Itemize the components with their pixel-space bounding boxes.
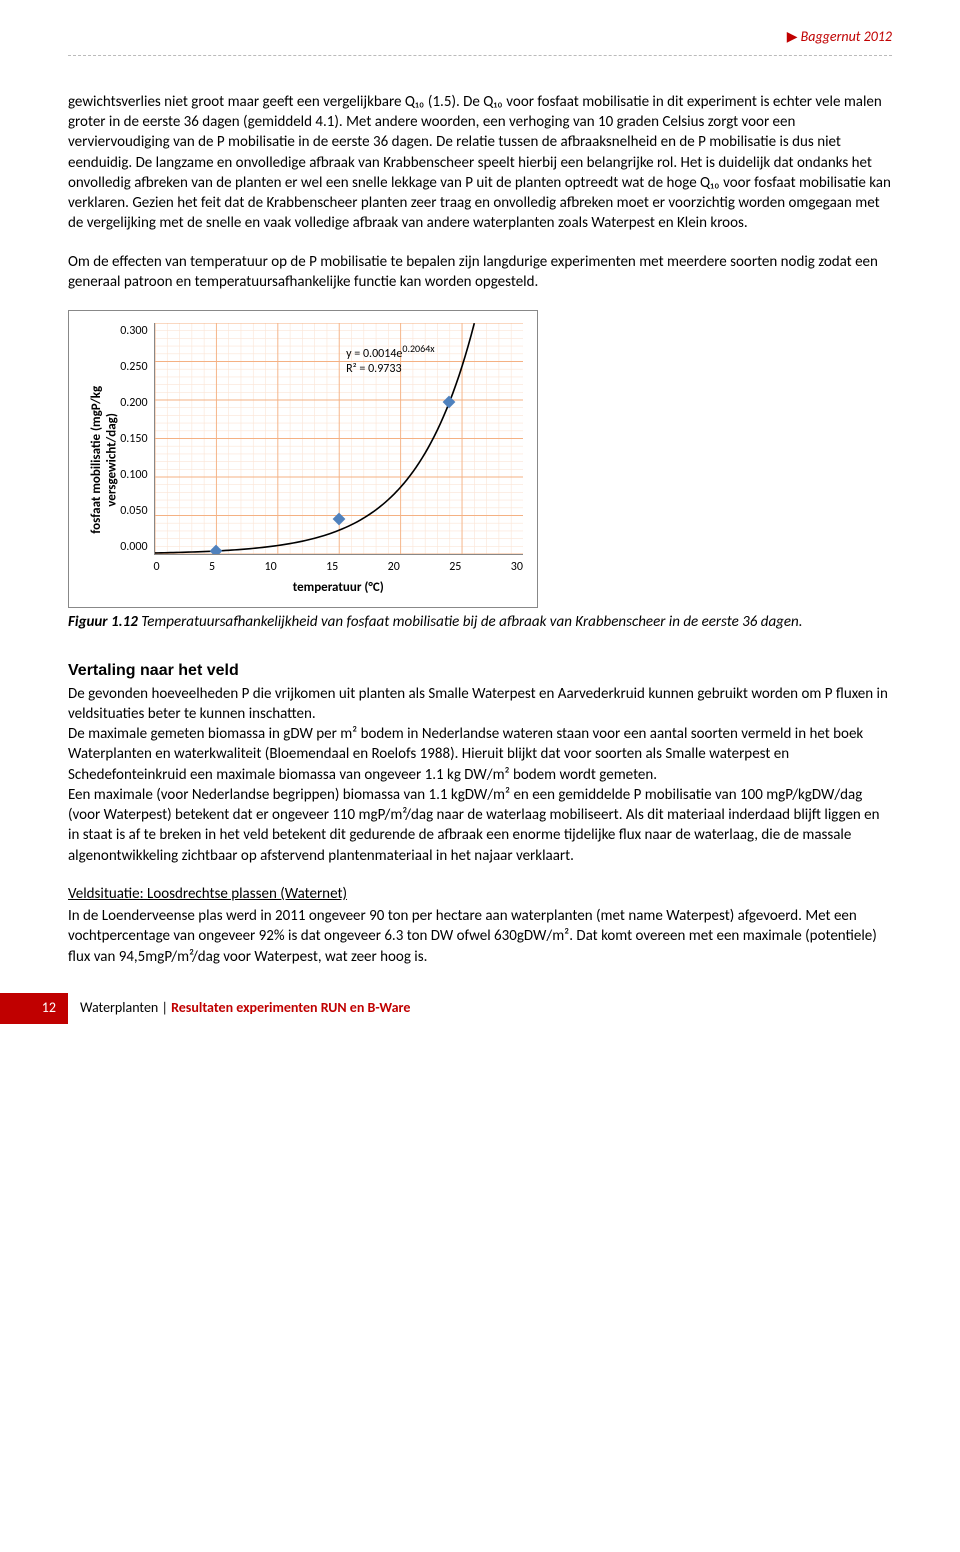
xtick: 20 — [388, 559, 400, 575]
paragraph-4: De maximale gemeten biomassa in gDW per … — [68, 724, 892, 785]
eqn-line1: y = 0.0014e — [346, 347, 402, 361]
chart-yaxis: 0.300 0.250 0.200 0.150 0.100 0.050 0.00… — [120, 323, 153, 555]
xtick: 15 — [326, 559, 338, 575]
chart-xaxis: 0 5 10 15 20 25 30 — [154, 559, 523, 575]
paragraph-6: In de Loenderveense plas werd in 2011 on… — [68, 906, 892, 967]
xtick: 30 — [511, 559, 523, 575]
footer-text: Waterplanten | Resultaten experimenten R… — [68, 993, 410, 1024]
eqn-exp: 0.2064x — [402, 342, 434, 355]
figure-text: Temperatuursafhankelijkheid van fosfaat … — [138, 613, 803, 631]
footer-red: Resultaten experimenten RUN en B-Ware — [171, 999, 410, 1016]
ytick: 0.150 — [120, 431, 147, 447]
chart-plot-area: y = 0.0014e0.2064x R² = 0.9733 — [154, 323, 523, 555]
header-divider — [68, 55, 892, 56]
xtick: 10 — [265, 559, 277, 575]
footer-black: Waterplanten — [80, 999, 158, 1016]
doc-header: ▶ Baggernut 2012 — [68, 28, 892, 47]
ylabel-line2: versgewicht/dag) — [105, 413, 120, 507]
header-marker-icon: ▶ — [787, 28, 798, 45]
chart-xlabel: temperatuur (°C) — [154, 579, 523, 597]
chart-ylabel: fosfaat mobilisatie (mgP/kg versgewicht/… — [83, 323, 120, 597]
paragraph-1: gewichtsverlies niet groot maar geeft ee… — [68, 92, 892, 234]
chart-inner: fosfaat mobilisatie (mgP/kg versgewicht/… — [83, 323, 523, 597]
eqn-line2: R² = 0.9733 — [346, 362, 401, 376]
subsection-heading: Veldsituatie: Loosdrechtse plassen (Wate… — [68, 884, 892, 904]
paragraph-5: Een maximale (voor Nederlandse begrippen… — [68, 785, 892, 866]
header-title: Baggernut 2012 — [801, 28, 892, 45]
page-content: ▶ Baggernut 2012 gewichtsverlies niet gr… — [0, 0, 960, 967]
ylabel-line1: fosfaat mobilisatie (mgP/kg — [89, 386, 104, 534]
page-footer: 12 Waterplanten | Resultaten experimente… — [0, 993, 960, 1024]
ytick: 0.100 — [120, 467, 147, 483]
chart-equation: y = 0.0014e0.2064x R² = 0.9733 — [346, 342, 434, 378]
page-number-tab: 12 — [0, 993, 68, 1024]
xtick: 25 — [449, 559, 461, 575]
xtick: 0 — [154, 559, 160, 575]
xtick: 5 — [209, 559, 215, 575]
figure-caption: Figuur 1.12 Temperatuursafhankelijkheid … — [68, 612, 892, 632]
footer-sep: | — [158, 999, 171, 1016]
ytick: 0.300 — [120, 323, 147, 339]
ytick: 0.200 — [120, 395, 147, 411]
paragraph-2: Om de effecten van temperatuur op de P m… — [68, 252, 892, 293]
chart-plot-col: y = 0.0014e0.2064x R² = 0.9733 0 5 10 15… — [154, 323, 523, 597]
chart-container: fosfaat mobilisatie (mgP/kg versgewicht/… — [68, 310, 538, 608]
paragraph-3: De gevonden hoeveelheden P die vrijkomen… — [68, 684, 892, 725]
ytick: 0.250 — [120, 359, 147, 375]
ytick: 0.050 — [120, 503, 147, 519]
figure-number: Figuur 1.12 — [68, 613, 138, 631]
section-heading: Vertaling naar het veld — [68, 660, 892, 682]
ytick: 0.000 — [120, 539, 147, 555]
